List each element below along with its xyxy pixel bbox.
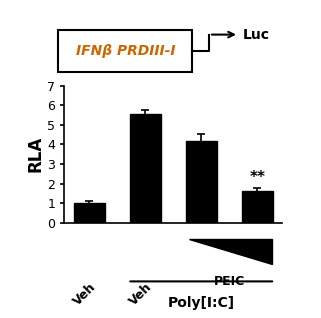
Text: IFNβ PRDIII-I: IFNβ PRDIII-I (75, 44, 175, 58)
Bar (74, 203, 105, 223)
Text: Veh: Veh (71, 280, 99, 308)
Text: Veh: Veh (127, 280, 155, 308)
Polygon shape (189, 239, 272, 264)
Y-axis label: RLA: RLA (26, 136, 44, 172)
Text: Poly[I:C]: Poly[I:C] (168, 296, 235, 310)
Text: **: ** (249, 170, 265, 185)
Bar (130, 114, 161, 223)
Bar (186, 141, 217, 223)
Text: PEIC: PEIC (213, 274, 245, 287)
Text: Luc: Luc (243, 28, 270, 42)
FancyBboxPatch shape (58, 30, 192, 72)
Bar (242, 191, 273, 223)
